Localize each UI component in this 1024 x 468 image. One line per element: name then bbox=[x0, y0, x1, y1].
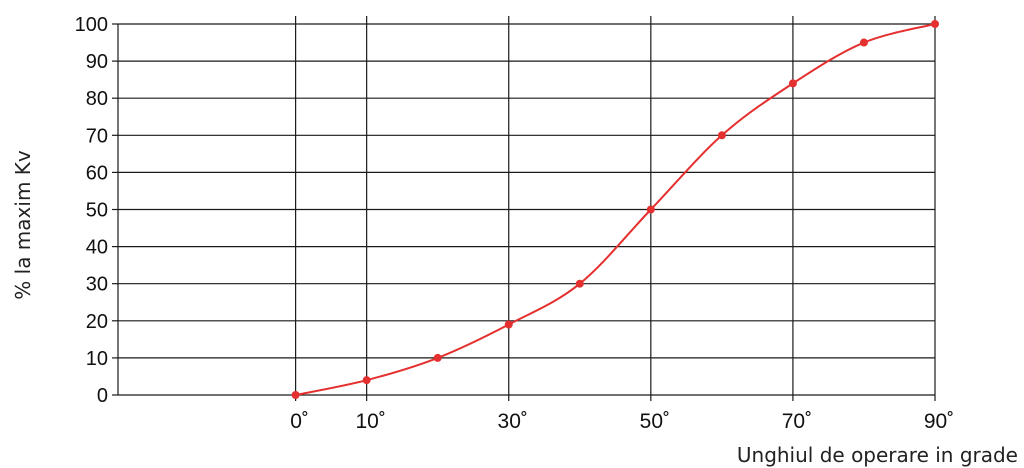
y-tick-label: 100 bbox=[75, 14, 108, 36]
data-point bbox=[362, 376, 371, 385]
data-point bbox=[291, 391, 300, 399]
data-point bbox=[717, 131, 726, 140]
x-axis-label: Unghiul de operare in grade bbox=[737, 443, 1018, 467]
y-tick-label: 30 bbox=[86, 274, 108, 296]
data-point bbox=[433, 353, 442, 362]
data-point bbox=[575, 279, 584, 288]
grid bbox=[117, 16, 936, 401]
y-tick-label: 0 bbox=[97, 385, 108, 407]
data-point bbox=[788, 79, 797, 88]
x-tick-label: 90˚ bbox=[924, 410, 954, 433]
x-tick-label: 0˚ bbox=[290, 410, 309, 433]
data-point bbox=[859, 38, 868, 47]
data-point bbox=[646, 205, 655, 214]
y-tick-label: 60 bbox=[86, 162, 108, 184]
y-tick-label: 70 bbox=[86, 125, 108, 147]
y-tick-label: 10 bbox=[86, 348, 108, 370]
series-line bbox=[295, 23, 936, 396]
y-axis-ticks: 0 10 20 30 40 50 60 70 80 90 100 bbox=[75, 14, 118, 407]
y-tick-label: 90 bbox=[86, 51, 108, 73]
x-tick-label: 30˚ bbox=[498, 410, 528, 433]
x-tick-label: 10˚ bbox=[355, 410, 385, 433]
y-tick-label: 50 bbox=[86, 200, 108, 222]
y-axis-label: % la maxim Kv bbox=[11, 150, 35, 300]
x-axis-ticks: 0˚ 10˚ 30˚ 50˚ 70˚ 90˚ bbox=[290, 410, 954, 433]
data-point bbox=[504, 320, 513, 329]
data-point bbox=[931, 20, 939, 28]
y-tick-label: 40 bbox=[86, 237, 108, 259]
y-tick-label: 20 bbox=[86, 311, 108, 333]
series-group bbox=[291, 20, 939, 399]
y-tick-label: 80 bbox=[86, 88, 108, 110]
x-tick-label: 50˚ bbox=[640, 410, 670, 433]
x-tick-label: 70˚ bbox=[782, 410, 812, 433]
